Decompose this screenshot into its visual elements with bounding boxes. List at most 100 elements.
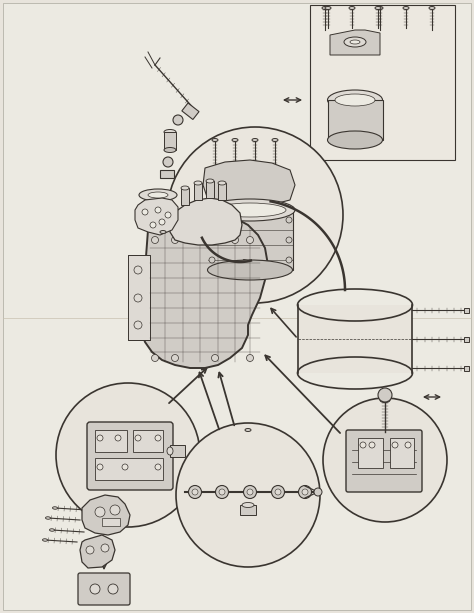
Circle shape — [369, 442, 375, 448]
Circle shape — [219, 489, 225, 495]
Circle shape — [135, 435, 141, 441]
Ellipse shape — [429, 7, 435, 9]
Ellipse shape — [252, 139, 258, 142]
Bar — [133, 430, 163, 452]
Ellipse shape — [272, 139, 278, 142]
Ellipse shape — [214, 203, 286, 217]
Circle shape — [155, 207, 161, 213]
Bar — [181, 188, 189, 205]
Ellipse shape — [380, 397, 390, 403]
Circle shape — [209, 217, 215, 223]
Bar — [102, 518, 120, 526]
Circle shape — [209, 237, 215, 243]
FancyBboxPatch shape — [87, 422, 173, 490]
Circle shape — [115, 435, 121, 441]
Ellipse shape — [164, 129, 176, 134]
Circle shape — [192, 489, 198, 495]
Circle shape — [172, 237, 179, 243]
Circle shape — [155, 464, 161, 470]
Bar — [160, 170, 174, 178]
Bar — [218, 183, 226, 200]
Circle shape — [275, 489, 281, 495]
Polygon shape — [298, 305, 412, 373]
Ellipse shape — [206, 179, 214, 183]
Circle shape — [56, 383, 200, 527]
Bar — [164, 132, 176, 150]
Bar — [95, 458, 163, 480]
Bar — [128, 255, 150, 340]
Circle shape — [360, 442, 366, 448]
Bar — [465, 308, 470, 313]
Ellipse shape — [328, 131, 383, 149]
Ellipse shape — [242, 503, 254, 508]
Ellipse shape — [403, 7, 409, 9]
Bar — [206, 181, 214, 198]
Circle shape — [189, 485, 201, 498]
Ellipse shape — [349, 7, 355, 9]
Ellipse shape — [205, 199, 295, 221]
Bar — [194, 183, 202, 200]
Polygon shape — [80, 535, 115, 568]
Circle shape — [165, 212, 171, 218]
Circle shape — [97, 435, 103, 441]
Bar — [95, 430, 127, 452]
Circle shape — [191, 237, 199, 243]
Ellipse shape — [160, 230, 166, 234]
Circle shape — [244, 485, 256, 498]
Ellipse shape — [245, 428, 251, 432]
Ellipse shape — [194, 181, 202, 185]
Circle shape — [110, 505, 120, 515]
Circle shape — [299, 485, 311, 498]
Ellipse shape — [377, 7, 383, 9]
FancyBboxPatch shape — [346, 430, 422, 492]
Ellipse shape — [53, 507, 57, 509]
Ellipse shape — [208, 260, 292, 280]
Circle shape — [286, 217, 292, 223]
Ellipse shape — [139, 189, 177, 201]
Circle shape — [405, 442, 411, 448]
Bar — [328, 100, 383, 140]
Circle shape — [122, 464, 128, 470]
Polygon shape — [203, 160, 295, 207]
Polygon shape — [82, 495, 130, 535]
Circle shape — [323, 398, 447, 522]
Bar — [208, 210, 293, 270]
Circle shape — [286, 237, 292, 243]
Circle shape — [134, 266, 142, 274]
Ellipse shape — [43, 539, 47, 541]
Circle shape — [101, 544, 109, 552]
Circle shape — [314, 488, 322, 496]
Polygon shape — [170, 198, 242, 245]
Circle shape — [172, 354, 179, 362]
Circle shape — [176, 423, 320, 567]
Bar — [358, 438, 383, 468]
Ellipse shape — [335, 94, 375, 106]
Circle shape — [90, 584, 100, 594]
Circle shape — [159, 219, 165, 225]
Circle shape — [97, 464, 103, 470]
Circle shape — [246, 354, 254, 362]
Circle shape — [286, 257, 292, 263]
Bar — [390, 438, 414, 468]
Ellipse shape — [328, 90, 383, 110]
Circle shape — [272, 485, 284, 498]
Circle shape — [134, 294, 142, 302]
Ellipse shape — [322, 7, 328, 9]
Circle shape — [392, 442, 398, 448]
Circle shape — [211, 237, 219, 243]
Ellipse shape — [167, 447, 173, 455]
Bar — [465, 365, 470, 370]
Circle shape — [152, 354, 158, 362]
Ellipse shape — [181, 186, 189, 190]
Ellipse shape — [164, 148, 176, 153]
Circle shape — [150, 222, 156, 228]
Ellipse shape — [375, 7, 381, 9]
Circle shape — [246, 237, 254, 243]
Circle shape — [108, 584, 118, 594]
Ellipse shape — [218, 181, 226, 185]
Circle shape — [209, 257, 215, 263]
Circle shape — [173, 115, 183, 125]
Polygon shape — [135, 198, 178, 235]
Circle shape — [378, 388, 392, 402]
Circle shape — [216, 485, 228, 498]
